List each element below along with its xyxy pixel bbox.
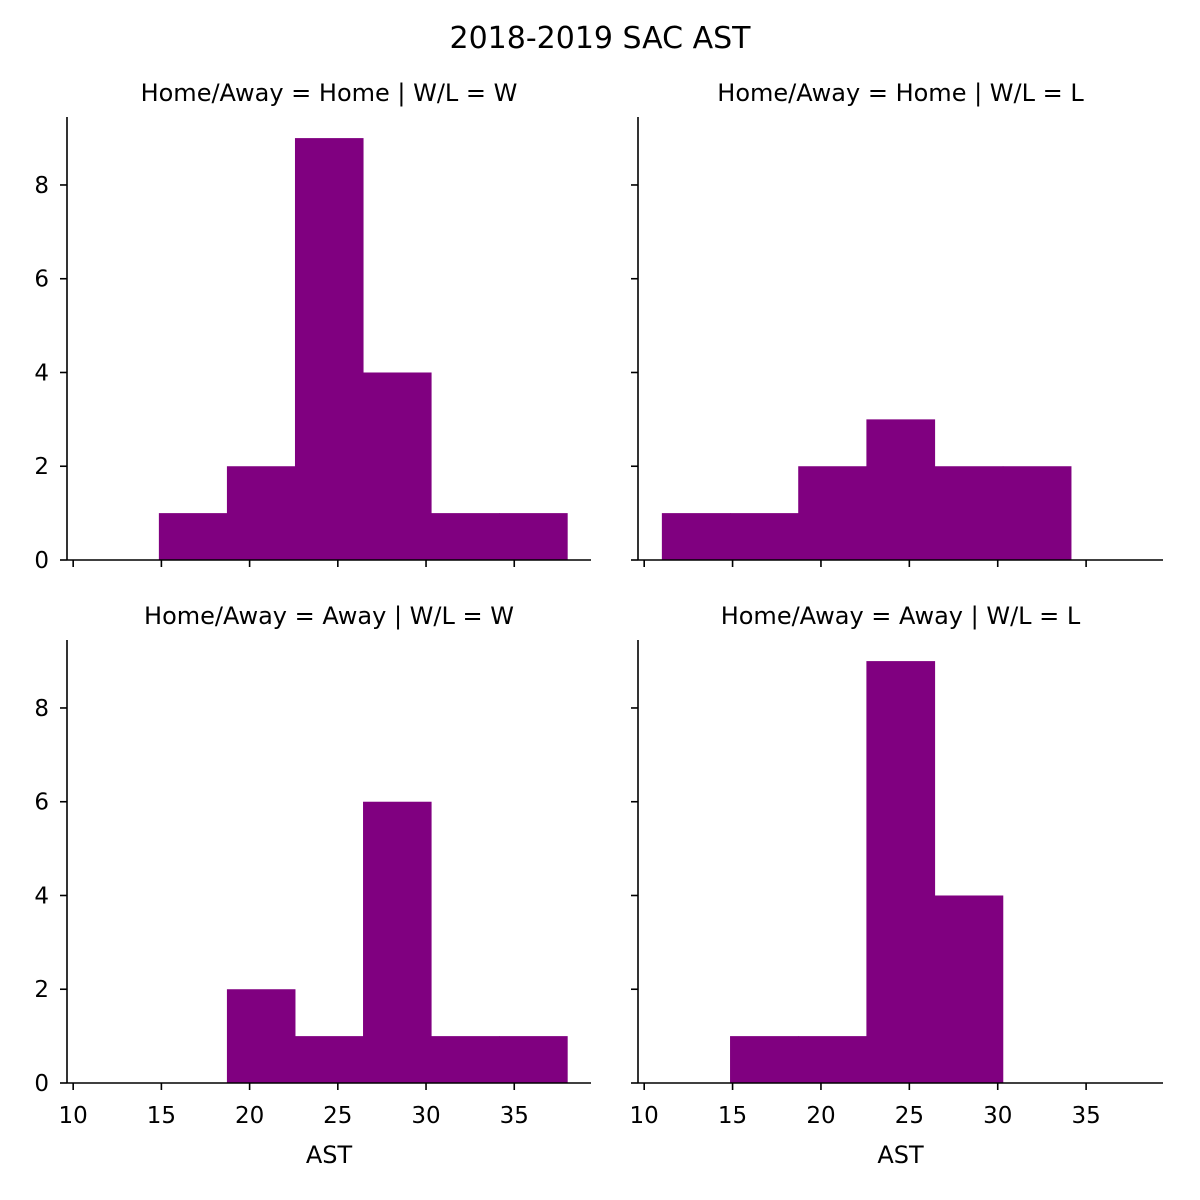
histogram-bar — [798, 1036, 867, 1083]
histogram-bar — [730, 513, 799, 560]
x-axis-label: AST — [306, 1141, 353, 1169]
panel-title: Home/Away = Home | W/L = L — [717, 79, 1084, 107]
x-tick-label: 10 — [59, 1103, 88, 1129]
y-tick-label: 0 — [34, 1071, 49, 1097]
figure-title: 2018-2019 SAC AST — [449, 21, 751, 56]
y-tick-label: 6 — [34, 267, 49, 293]
y-tick-label: 0 — [34, 548, 49, 574]
x-tick-label: 15 — [147, 1103, 176, 1129]
x-tick-label: 20 — [235, 1103, 264, 1129]
histogram-bar — [730, 1036, 799, 1083]
histogram-bar — [431, 513, 500, 560]
panel-away-win: Home/Away = Away | W/L = W 0 2 4 6 8 10 15 20 25 3… — [34, 602, 591, 1169]
histogram-bar — [363, 801, 432, 1083]
histogram-bar — [294, 138, 364, 560]
y-tick-label: 8 — [34, 173, 49, 199]
panel-away-loss: Home/Away = Away | W/L = L 10 15 20 25 30 35 AS… — [630, 602, 1163, 1169]
y-tick-label: 2 — [34, 454, 49, 480]
histogram-bar — [798, 466, 867, 560]
facet-panels: Home/Away = Home | W/L = W02468Home/Away… — [34, 79, 1163, 1169]
x-tick-label: 30 — [411, 1103, 440, 1129]
histogram-bar — [1002, 466, 1072, 560]
histogram-bar — [363, 372, 432, 560]
x-tick-label: 35 — [500, 1103, 529, 1129]
x-tick-label: 20 — [806, 1103, 835, 1129]
panel-title: Home/Away = Away | W/L = W — [144, 602, 514, 630]
x-tick-label: 30 — [983, 1103, 1012, 1129]
y-tick-label: 8 — [34, 696, 49, 722]
histogram-bar — [158, 513, 228, 560]
histogram-bar — [866, 661, 936, 1083]
panel-home-win: Home/Away = Home | W/L = W 0 2 4 6 8 — [34, 79, 591, 574]
x-tick-label: 15 — [718, 1103, 747, 1129]
x-tick-label: 25 — [323, 1103, 352, 1129]
panel-home-loss: Home/Away = Home | W/L = L — [631, 79, 1163, 567]
panel-title: Home/Away = Away | W/L = L — [721, 602, 1081, 630]
histogram-bar — [226, 989, 296, 1083]
histogram-bar — [294, 1036, 364, 1083]
x-axis-label: AST — [877, 1141, 924, 1169]
histogram-bar — [499, 1036, 568, 1083]
x-tick-label: 25 — [895, 1103, 924, 1129]
y-tick-label: 6 — [34, 790, 49, 816]
histogram-bar — [661, 513, 731, 560]
x-tick-label: 10 — [630, 1103, 659, 1129]
histogram-bar — [431, 1036, 500, 1083]
panel-title: Home/Away = Home | W/L = W — [141, 79, 518, 107]
histogram-bar — [226, 466, 296, 560]
histogram-bar — [866, 419, 936, 560]
histogram-bar — [934, 466, 1004, 560]
y-tick-label: 4 — [34, 360, 49, 386]
x-tick-label: 35 — [1071, 1103, 1100, 1129]
y-tick-label: 4 — [34, 883, 49, 909]
histogram-bar — [499, 513, 568, 560]
histogram-bar — [934, 895, 1004, 1083]
y-tick-label: 2 — [34, 977, 49, 1003]
